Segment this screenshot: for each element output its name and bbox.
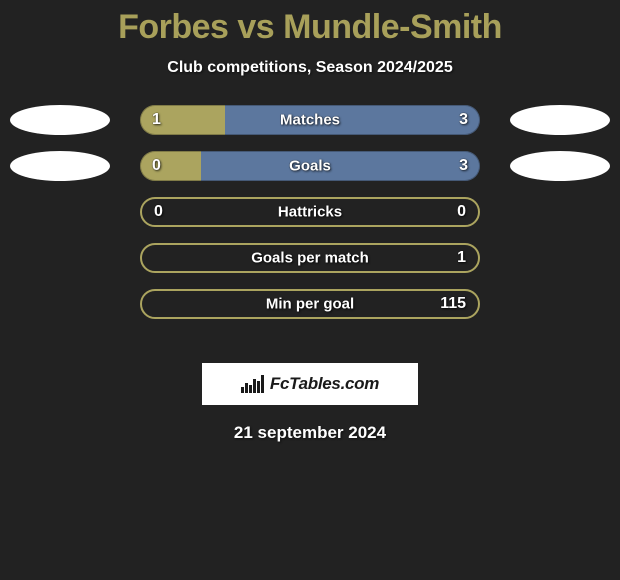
stat-value-right: 0 (457, 203, 466, 221)
bars-icon (241, 375, 264, 393)
bar-segment-right (201, 151, 480, 181)
bar-segment-right (225, 105, 480, 135)
bar-segment-left (140, 105, 225, 135)
stat-metric-label: Min per goal (266, 296, 354, 313)
stat-row: Goals per match 1 (140, 243, 480, 273)
brand-badge: FcTables.com (202, 363, 418, 405)
date-label: 21 september 2024 (0, 423, 620, 443)
stat-value-right: 115 (440, 295, 466, 313)
stat-metric-label: Goals per match (251, 250, 369, 267)
player-photo-right (510, 151, 610, 181)
player-photo-left (10, 151, 110, 181)
stat-row: Min per goal 115 (140, 289, 480, 319)
brand-text: FcTables.com (270, 374, 379, 394)
player-photo-left (10, 105, 110, 135)
stat-row: 1Matches3 (140, 105, 480, 135)
stat-value-left: 0 (154, 203, 163, 221)
bar-segment-left (140, 151, 201, 181)
stat-row: 0 Hattricks 0 (140, 197, 480, 227)
page-title: Forbes vs Mundle-Smith (0, 0, 620, 47)
subtitle: Club competitions, Season 2024/2025 (0, 59, 620, 77)
comparison-chart: 1Matches3 0Goals3 0 Hattricks 0 Goals per mat… (0, 105, 620, 345)
stat-metric-label: Hattricks (278, 204, 342, 221)
stat-value-right: 1 (457, 249, 466, 267)
stat-row: 0Goals3 (140, 151, 480, 181)
player-photo-right (510, 105, 610, 135)
